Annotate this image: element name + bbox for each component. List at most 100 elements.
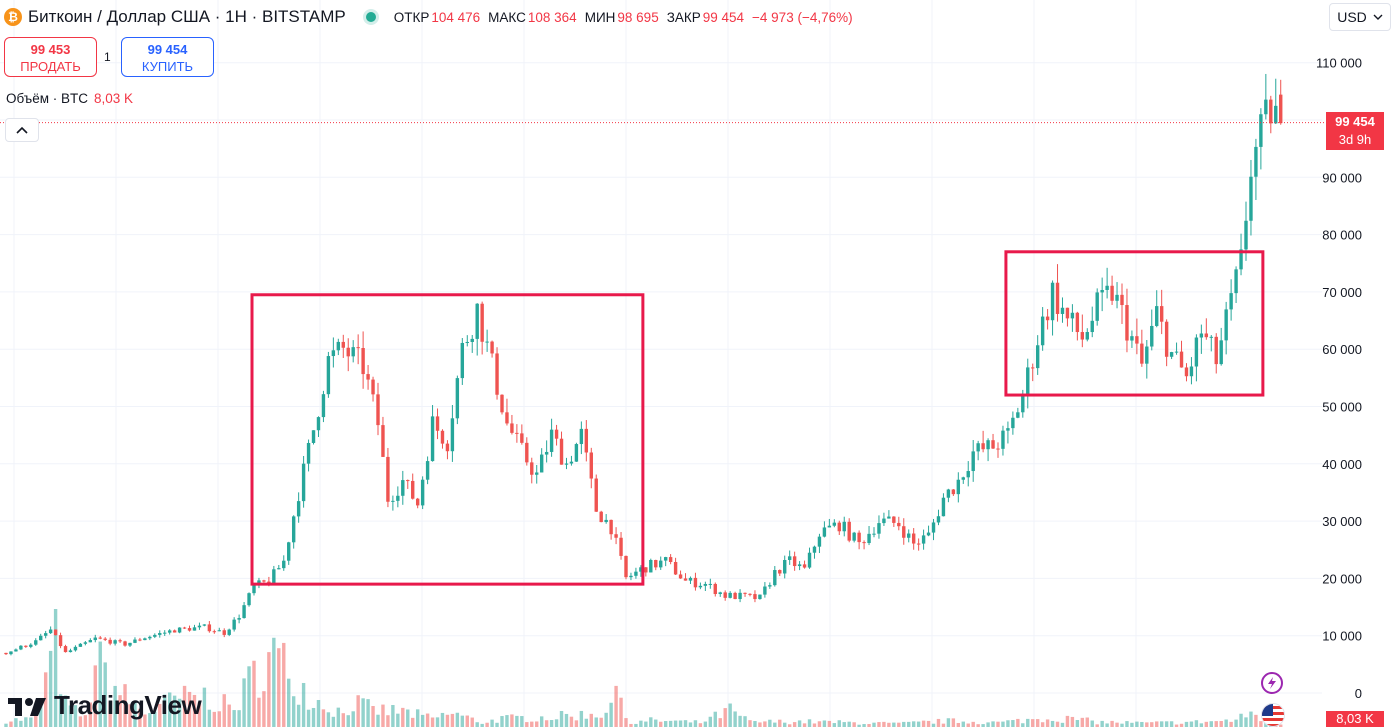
- candle-body: [743, 592, 747, 594]
- candle-body: [892, 516, 896, 523]
- volume-bar: [797, 720, 802, 727]
- candle-body: [177, 627, 182, 633]
- close-value: 99 454: [702, 9, 745, 25]
- volume-bar: [396, 713, 400, 727]
- volume-bar: [579, 710, 584, 727]
- candle-body: [336, 341, 341, 351]
- volume-bar: [549, 720, 554, 727]
- candle-body: [1006, 428, 1010, 431]
- collapse-legend-button[interactable]: [5, 118, 39, 142]
- candle-body: [202, 624, 207, 626]
- volume-bar: [916, 721, 921, 727]
- volume-legend[interactable]: Объём · BTC 8,03 K: [6, 91, 133, 106]
- candle-body: [316, 417, 321, 431]
- candle-body: [247, 593, 251, 606]
- volume-bar: [425, 713, 430, 727]
- volume-bar: [356, 695, 360, 727]
- volume-bar: [485, 722, 489, 727]
- candlesticks[interactable]: [4, 73, 1283, 656]
- candle-body: [1070, 312, 1075, 319]
- candle-body: [470, 338, 474, 342]
- us-flag-icon[interactable]: [1261, 703, 1285, 727]
- candle-body: [1164, 321, 1169, 357]
- volume-bar: [822, 720, 827, 727]
- volume-bar: [222, 694, 226, 727]
- candle-body: [1001, 430, 1005, 449]
- candle-body: [792, 556, 797, 567]
- candle-body: [53, 629, 58, 636]
- candle-body: [852, 532, 856, 541]
- volume-bar: [773, 722, 777, 727]
- volume-bar: [391, 705, 395, 727]
- candle-body: [728, 592, 732, 598]
- candle-body: [1140, 343, 1144, 364]
- volume-bar: [530, 721, 534, 727]
- candle-body: [1179, 351, 1184, 368]
- candle-body: [1065, 307, 1070, 319]
- y-tick-label: 20 000: [1322, 571, 1362, 586]
- candle-body: [525, 442, 529, 463]
- candle-body: [961, 477, 965, 480]
- symbol-title[interactable]: Биткоин / Доллар США · 1Н · BITSTAMP: [28, 7, 346, 26]
- y-tick-label: 50 000: [1322, 400, 1362, 415]
- candle-body: [872, 533, 876, 535]
- chevron-down-icon: [1373, 14, 1383, 20]
- candle-body: [1021, 395, 1025, 413]
- volume-bar: [63, 695, 68, 727]
- volume-bar: [817, 721, 822, 727]
- candle-body: [634, 571, 638, 576]
- volume-bar: [857, 724, 861, 727]
- volume-bar: [301, 682, 306, 727]
- volume-bar: [1011, 720, 1015, 727]
- volume-bar: [113, 685, 117, 727]
- volume-bar: [1254, 714, 1258, 727]
- buy-button[interactable]: 99 454 КУПИТЬ: [121, 37, 214, 77]
- volume-bar: [807, 719, 812, 727]
- candle-body: [738, 592, 742, 600]
- volume-bar: [465, 715, 469, 727]
- volume-bar: [1184, 721, 1189, 727]
- price-axis[interactable]: 0 10 000 20 000 30 000 40 000 50 000 60 000 70 …: [1316, 56, 1362, 701]
- candle-body: [1254, 146, 1258, 177]
- volume-bar: [1189, 721, 1194, 727]
- candle-body: [361, 348, 365, 375]
- candle-body: [167, 630, 172, 633]
- candle-body: [1135, 336, 1139, 344]
- candle-body: [1214, 336, 1218, 365]
- candle-body: [907, 533, 911, 538]
- candle-body: [589, 452, 593, 479]
- candle-body: [1105, 285, 1109, 290]
- candle-body: [192, 627, 197, 631]
- candle-body: [768, 585, 772, 587]
- candle-body: [485, 341, 489, 343]
- volume-bar: [554, 719, 559, 727]
- tradingview-logo[interactable]: TradingView: [8, 690, 202, 721]
- volume-bar: [1050, 720, 1055, 727]
- volume-bar: [753, 721, 757, 727]
- candle-body: [1269, 99, 1273, 124]
- volume-bar: [73, 705, 78, 727]
- candle-body: [138, 639, 142, 641]
- candle-body: [1279, 94, 1283, 124]
- candle-body: [773, 570, 777, 586]
- volume-bar: [778, 719, 782, 727]
- volume-bar: [897, 722, 901, 727]
- currency-selector[interactable]: USD: [1329, 3, 1391, 31]
- candle-body: [148, 636, 152, 639]
- volume-bar: [435, 717, 440, 727]
- lightning-icon[interactable]: [1261, 672, 1283, 694]
- volume-bar: [1224, 719, 1228, 727]
- volume-bar: [272, 637, 276, 727]
- volume-bar: [376, 714, 380, 727]
- volume-bar: [148, 713, 152, 727]
- volume-bar: [614, 685, 618, 727]
- candle-body: [559, 438, 564, 465]
- volume-bar: [197, 702, 202, 727]
- candle-body: [1274, 105, 1278, 124]
- candle-body: [430, 416, 435, 462]
- volume-bar: [1214, 721, 1218, 727]
- sell-button[interactable]: 99 453 ПРОДАТЬ: [4, 37, 97, 77]
- candle-body: [182, 627, 187, 629]
- volume-legend-label: Объём · BTC: [6, 91, 89, 106]
